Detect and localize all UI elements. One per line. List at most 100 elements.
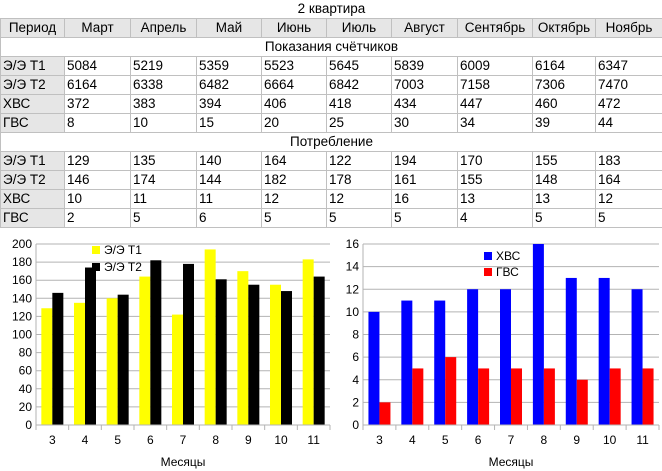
table-cell[interactable]: 5219 bbox=[130, 56, 197, 76]
table-cell[interactable]: 135 bbox=[130, 151, 197, 171]
table-cell[interactable]: 194 bbox=[391, 151, 458, 171]
column-header[interactable]: Июль bbox=[326, 18, 392, 38]
x-tick-label: 8 bbox=[541, 433, 548, 447]
column-header[interactable]: Ноябрь bbox=[595, 18, 662, 38]
table-cell[interactable]: 434 bbox=[391, 94, 458, 114]
table-cell[interactable]: 7306 bbox=[532, 75, 596, 95]
table-cell[interactable]: 6482 bbox=[196, 75, 262, 95]
table-cell[interactable]: 183 bbox=[595, 151, 662, 171]
meter-table: 2 квартира Период Март Апрель Май Июнь Июль Авг… bbox=[0, 0, 662, 228]
row-label[interactable]: ГВС bbox=[0, 113, 65, 133]
table-cell[interactable]: 6664 bbox=[261, 75, 327, 95]
table-cell[interactable]: 5 bbox=[595, 208, 662, 228]
table-cell[interactable]: 447 bbox=[457, 94, 533, 114]
row-label[interactable]: Э/Э Т1 bbox=[0, 56, 65, 76]
table-cell[interactable]: 13 bbox=[532, 189, 596, 209]
column-header[interactable]: Октябрь bbox=[532, 18, 596, 38]
table-cell[interactable]: 10 bbox=[130, 113, 197, 133]
table-cell[interactable]: 13 bbox=[457, 189, 533, 209]
table-cell[interactable]: 144 bbox=[196, 170, 262, 190]
table-cell[interactable]: 5523 bbox=[261, 56, 327, 76]
table-cell[interactable]: 11 bbox=[130, 189, 197, 209]
table-cell[interactable]: 383 bbox=[130, 94, 197, 114]
table-cell[interactable]: 39 bbox=[532, 113, 596, 133]
table-cell[interactable]: 5 bbox=[261, 208, 327, 228]
table-cell[interactable]: 10 bbox=[64, 189, 131, 209]
table-cell[interactable]: 6842 bbox=[326, 75, 392, 95]
table-cell[interactable]: 418 bbox=[326, 94, 392, 114]
row-label[interactable]: ГВС bbox=[0, 208, 65, 228]
table-cell[interactable]: 8 bbox=[64, 113, 131, 133]
section-title[interactable]: Потребление bbox=[0, 132, 662, 152]
table-cell[interactable]: 5 bbox=[532, 208, 596, 228]
table-cell[interactable]: 7470 bbox=[595, 75, 662, 95]
table-cell[interactable]: 472 bbox=[595, 94, 662, 114]
table-cell[interactable]: 170 bbox=[457, 151, 533, 171]
table-cell[interactable]: 6164 bbox=[532, 56, 596, 76]
section-title[interactable]: Показания счётчиков bbox=[0, 37, 662, 57]
column-header[interactable]: Июнь bbox=[261, 18, 327, 38]
table-row: ХВС 10 11 11 12 12 16 13 13 12 bbox=[0, 189, 662, 209]
table-cell[interactable]: 7158 bbox=[457, 75, 533, 95]
table-cell[interactable]: 5359 bbox=[196, 56, 262, 76]
table-cell[interactable]: 129 bbox=[64, 151, 131, 171]
table-cell[interactable]: 155 bbox=[457, 170, 533, 190]
table-cell[interactable]: 15 bbox=[196, 113, 262, 133]
table-cell[interactable]: 7003 bbox=[391, 75, 458, 95]
x-axis-label: Месяцы bbox=[161, 455, 206, 469]
table-cell[interactable]: 6338 bbox=[130, 75, 197, 95]
table-cell[interactable]: 155 bbox=[532, 151, 596, 171]
table-cell[interactable]: 6347 bbox=[595, 56, 662, 76]
table-cell[interactable]: 164 bbox=[595, 170, 662, 190]
y-tick-label: 0 bbox=[352, 418, 359, 432]
row-label[interactable]: ХВС bbox=[0, 189, 65, 209]
table-cell[interactable]: 140 bbox=[196, 151, 262, 171]
table-cell[interactable]: 12 bbox=[595, 189, 662, 209]
table-cell[interactable]: 11 bbox=[196, 189, 262, 209]
table-cell[interactable]: 372 bbox=[64, 94, 131, 114]
table-cell[interactable]: 146 bbox=[64, 170, 131, 190]
table-cell[interactable]: 5645 bbox=[326, 56, 392, 76]
table-cell[interactable]: 5 bbox=[326, 208, 392, 228]
table-cell[interactable]: 174 bbox=[130, 170, 197, 190]
row-label[interactable]: Э/Э Т2 bbox=[0, 170, 65, 190]
column-header[interactable]: Сентябрь bbox=[457, 18, 533, 38]
table-cell[interactable]: 4 bbox=[457, 208, 533, 228]
table-cell[interactable]: 12 bbox=[261, 189, 327, 209]
y-tick-label: 100 bbox=[12, 328, 32, 342]
table-cell[interactable]: 12 bbox=[326, 189, 392, 209]
table-cell[interactable]: 44 bbox=[595, 113, 662, 133]
table-cell[interactable]: 25 bbox=[326, 113, 392, 133]
y-tick-label: 140 bbox=[12, 291, 32, 305]
table-cell[interactable]: 2 bbox=[64, 208, 131, 228]
column-header[interactable]: Март bbox=[64, 18, 131, 38]
table-cell[interactable]: 30 bbox=[391, 113, 458, 133]
table-cell[interactable]: 6 bbox=[196, 208, 262, 228]
table-cell[interactable]: 20 bbox=[261, 113, 327, 133]
row-label[interactable]: Э/Э Т2 bbox=[0, 75, 65, 95]
table-cell[interactable]: 182 bbox=[261, 170, 327, 190]
table-cell[interactable]: 6009 bbox=[457, 56, 533, 76]
column-header[interactable]: Август bbox=[391, 18, 458, 38]
table-cell[interactable]: 34 bbox=[457, 113, 533, 133]
table-cell[interactable]: 406 bbox=[261, 94, 327, 114]
table-cell[interactable]: 122 bbox=[326, 151, 392, 171]
column-header[interactable]: Апрель bbox=[130, 18, 197, 38]
row-label[interactable]: ХВС bbox=[0, 94, 65, 114]
table-cell[interactable]: 5 bbox=[391, 208, 458, 228]
column-header[interactable]: Май bbox=[196, 18, 262, 38]
table-cell[interactable]: 460 bbox=[532, 94, 596, 114]
table-cell[interactable]: 164 bbox=[261, 151, 327, 171]
table-cell[interactable]: 16 bbox=[391, 189, 458, 209]
column-header[interactable]: Период bbox=[0, 18, 65, 38]
table-cell[interactable]: 6164 bbox=[64, 75, 131, 95]
table-cell[interactable]: 5839 bbox=[391, 56, 458, 76]
table-cell[interactable]: 5 bbox=[130, 208, 197, 228]
table-cell[interactable]: 148 bbox=[532, 170, 596, 190]
table-cell[interactable]: 161 bbox=[391, 170, 458, 190]
table-cell[interactable]: 394 bbox=[196, 94, 262, 114]
table-cell[interactable]: 5084 bbox=[64, 56, 131, 76]
bar bbox=[41, 308, 53, 425]
row-label[interactable]: Э/Э Т1 bbox=[0, 151, 65, 171]
table-cell[interactable]: 178 bbox=[326, 170, 392, 190]
